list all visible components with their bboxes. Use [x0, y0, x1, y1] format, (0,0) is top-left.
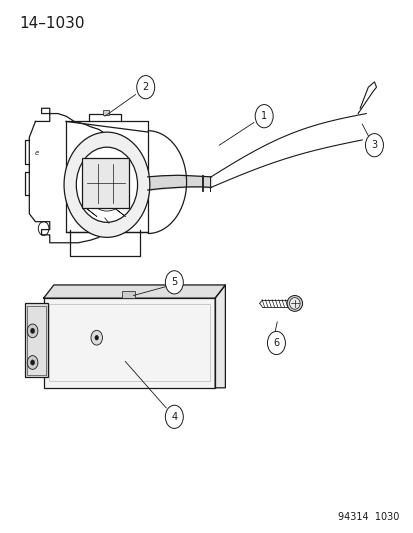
Text: e: e [34, 150, 39, 156]
Text: 3: 3 [370, 140, 377, 150]
Bar [27, 306, 45, 375]
Bar [25, 303, 47, 377]
Ellipse shape [76, 147, 137, 222]
Circle shape [165, 405, 183, 429]
Polygon shape [43, 285, 225, 298]
Circle shape [27, 356, 38, 369]
Circle shape [38, 222, 49, 236]
Bar [102, 110, 109, 115]
Bar [122, 291, 135, 298]
Text: 94314  1030: 94314 1030 [337, 512, 398, 522]
Ellipse shape [286, 295, 302, 311]
Circle shape [365, 134, 382, 157]
Text: 5: 5 [171, 277, 177, 287]
Text: 1: 1 [261, 111, 267, 121]
Circle shape [95, 335, 99, 341]
Polygon shape [215, 285, 225, 388]
Bar [43, 298, 215, 388]
Circle shape [136, 76, 154, 99]
Bar [48, 304, 210, 382]
Circle shape [165, 271, 183, 294]
Circle shape [267, 332, 285, 354]
Text: 6: 6 [273, 338, 279, 348]
Text: 4: 4 [171, 412, 177, 422]
Text: 14–1030: 14–1030 [19, 16, 84, 31]
Circle shape [31, 360, 35, 365]
Bar [82, 158, 129, 208]
Circle shape [91, 330, 102, 345]
Ellipse shape [289, 297, 299, 309]
Text: 2: 2 [142, 82, 149, 92]
Circle shape [31, 328, 35, 334]
Ellipse shape [64, 132, 150, 237]
Circle shape [254, 104, 273, 128]
Circle shape [27, 324, 38, 338]
